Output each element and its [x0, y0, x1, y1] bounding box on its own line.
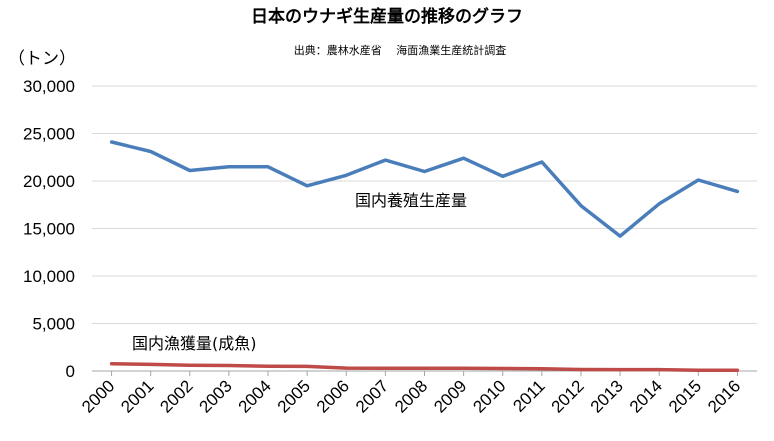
x-tick-label: 2003 [196, 376, 236, 416]
series-line-1 [109, 361, 740, 373]
y-tick-label: 10,000 [23, 267, 75, 286]
x-tick-label: 2011 [509, 376, 548, 415]
y-tick-label: 5,000 [32, 315, 75, 334]
x-tick-label: 2005 [274, 376, 314, 416]
series-label-aquaculture: 国内養殖生産量 [355, 191, 467, 210]
chart-subtitle: 出典：農林水産省 海面漁業生産統計調査 [294, 43, 507, 57]
x-tick-label: 2008 [391, 376, 431, 416]
x-tick-label: 2004 [235, 376, 275, 416]
y-tick-label: 25,000 [23, 125, 75, 144]
y-axis-ticks: 0 5,000 10,000 15,000 20,000 25,000 30,000 [23, 77, 75, 381]
x-tick-label: 2002 [156, 376, 196, 416]
y-tick-label: 30,000 [23, 77, 75, 96]
x-tick-label: 2010 [469, 376, 509, 416]
chart-title: 日本のウナギ生産量の推移のグラフ [251, 6, 523, 27]
y-axis-unit-label: （トン） [8, 49, 76, 69]
x-tick-label: 2001 [117, 376, 157, 416]
series-line-0 [109, 140, 740, 238]
series-label-wild-catch: 国内漁獲量(成魚) [132, 334, 257, 353]
x-tick-label: 2009 [430, 376, 470, 416]
y-tick-label: 15,000 [23, 220, 75, 239]
y-tick-label: 20,000 [23, 172, 75, 191]
series-lines [109, 140, 740, 373]
x-tick-label: 2012 [548, 376, 588, 416]
x-tick-label: 2006 [313, 376, 353, 416]
y-tick-label: 0 [66, 362, 75, 381]
x-axis-ticks: 2000200120022003200420052006200720082009… [78, 371, 744, 417]
x-tick-label: 2015 [665, 376, 705, 416]
x-tick-label: 2014 [626, 376, 666, 416]
x-tick-label: 2016 [704, 376, 744, 416]
grid-lines [92, 85, 757, 324]
x-tick-label: 2007 [352, 376, 392, 416]
x-tick-label: 2000 [78, 376, 118, 416]
x-tick-label: 2013 [587, 376, 627, 416]
